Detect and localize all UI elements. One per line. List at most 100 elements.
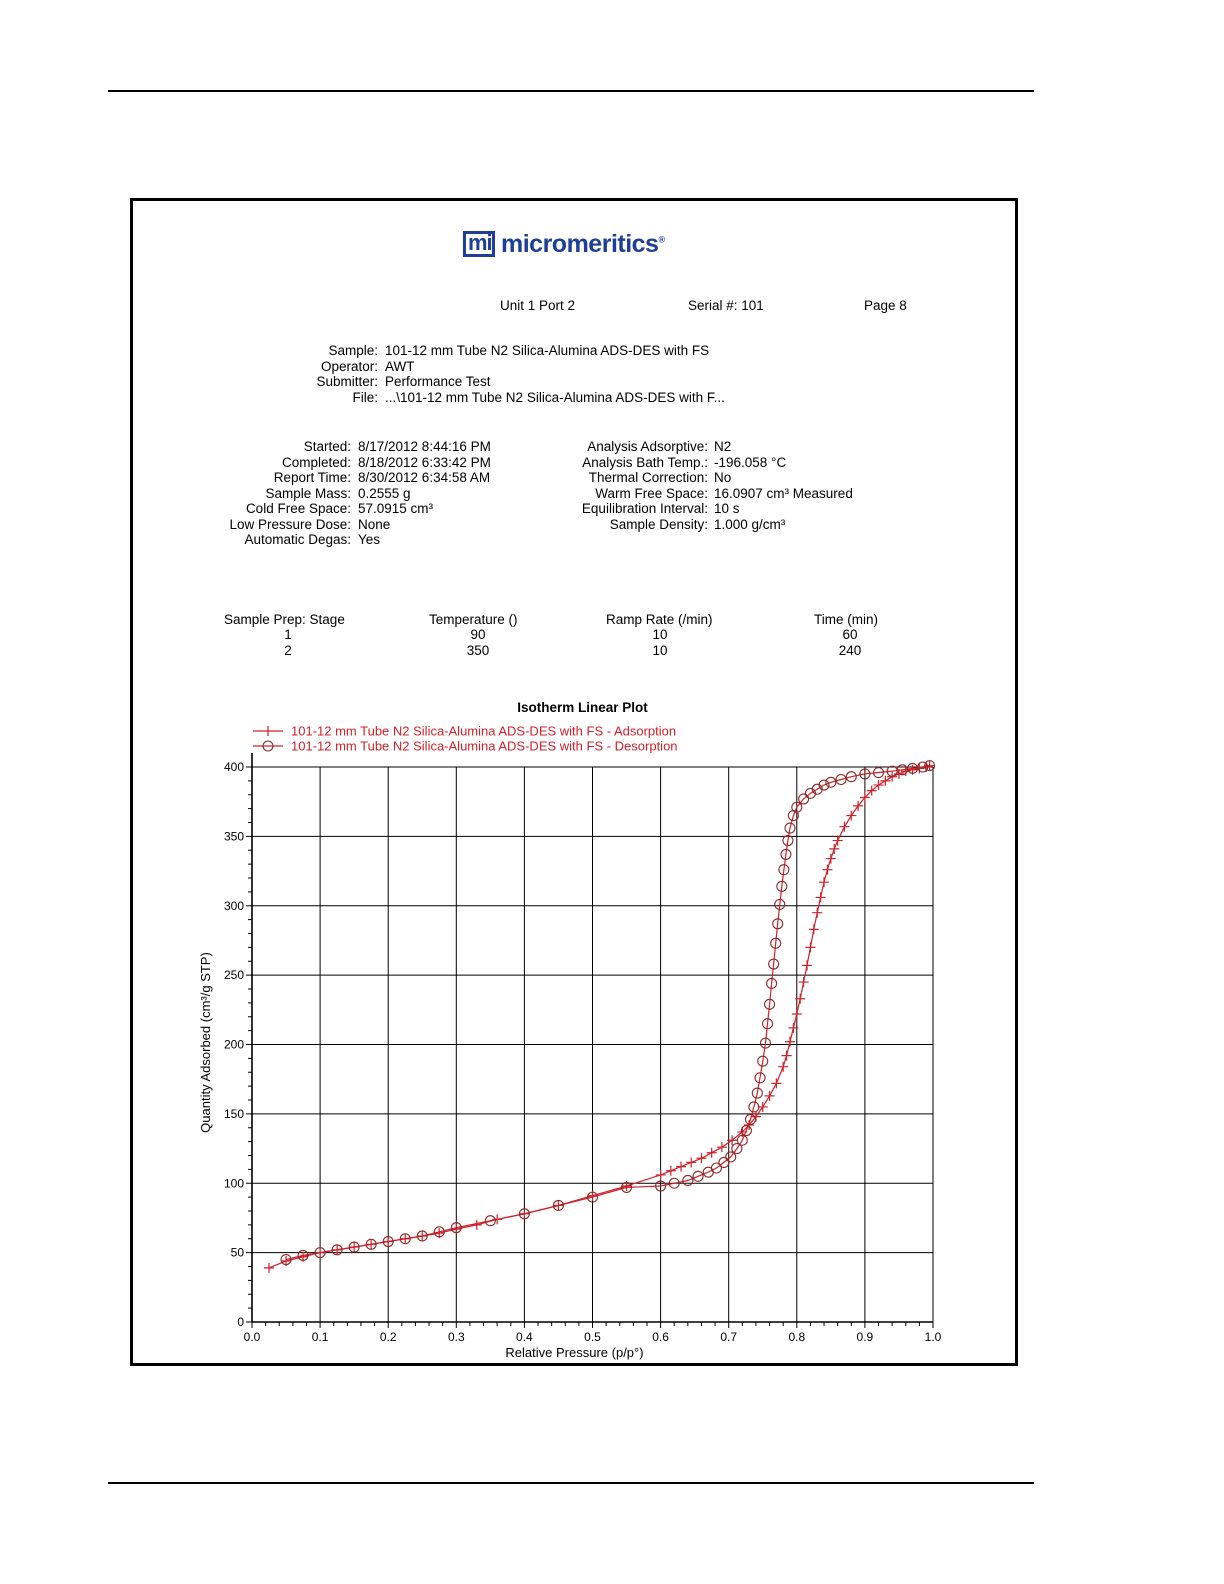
y-tick-label: 200 [224,1038,244,1052]
sample-mass-label: Sample Mass: [265,485,351,501]
desorption-point [784,822,796,834]
desorption-point [280,1254,292,1266]
prep-col-time: 60 240 [830,627,870,658]
y-tick-label: 350 [224,829,244,843]
sample-density-label: Sample Density: [609,516,708,532]
legend-circle-marker [262,740,274,752]
y-tick-label: 50 [231,1246,245,1260]
prep-cell: 10 [652,642,668,658]
cold-free-space-value: 57.0915 cm³ [358,501,434,516]
adsorption-point [873,780,884,791]
report-frame: mi micromeritics® Unit 1 Port 2 Serial #… [130,198,1018,1366]
submitter-label: Submitter: [316,374,378,389]
desorption-point [778,864,790,876]
automatic-degas-value: Yes [358,532,381,547]
prep-cell: 350 [466,642,490,658]
prep-header-temperature: Temperature () [429,612,518,627]
equilibration-interval-label: Equilibration Interval: [581,501,708,516]
desorption-point [416,1230,428,1242]
header-rule [108,90,1034,92]
y-tick-label: 150 [224,1107,244,1121]
desorption-point [787,810,799,822]
sample-info-values: 101-12 mm Tube N2 Silica-Alumina ADS-DES… [385,343,725,405]
x-tick-label: 1.0 [925,1330,942,1344]
desorption-point [835,773,847,786]
adsorption-point [788,1022,799,1033]
run-info-left-values: 8/17/2012 8:44:16 PM 8/18/2012 6:33:42 P… [358,439,491,548]
analysis-bath-temp-label: Analysis Bath Temp.: [582,454,708,470]
adsorption-point [880,775,891,786]
y-tick-label: 250 [224,968,244,982]
desorption-point [382,1235,394,1248]
started-value: 8/17/2012 8:44:16 PM [358,439,491,454]
desorption-point [748,1101,760,1113]
adsorption-point [808,924,819,935]
x-tick-label: 0.4 [516,1330,533,1344]
file-value: ...\101-12 mm Tube N2 Silica-Alumina ADS… [385,389,725,405]
run-info-right-labels: Analysis Adsorptive: Analysis Bath Temp.… [538,439,708,532]
analysis-adsorptive-value: N2 [714,439,732,454]
adsorption-point [832,835,843,846]
adsorption-point [815,892,826,903]
adsorption-point [805,942,816,953]
micromeritics-logo: mi micromeritics® [463,229,665,259]
analysis-bath-temp-value: -196.058 °C [714,454,787,470]
desorption-point [754,1072,766,1084]
desorption-point [702,1166,714,1178]
prep-cell: 90 [470,627,486,642]
desorption-point [518,1208,530,1220]
prep-cell: 60 [842,627,858,642]
thermal-correction-label: Thermal Correction: [588,470,708,485]
adsorption-point [829,843,840,854]
desorption-point [399,1233,411,1245]
chart-title: Isotherm Linear Plot [517,700,648,715]
desorption-point [859,768,871,780]
prep-col-ramp-rate: 10 10 [640,627,680,658]
desorption-point [751,1087,763,1099]
run-info-left-labels: Started: Completed: Report Time: Sample … [193,439,351,548]
automatic-degas-label: Automatic Degas: [244,532,351,547]
file-label: File: [352,389,378,405]
operator-value: AWT [385,358,415,374]
desorption-point [774,898,786,910]
x-tick-label: 0.5 [584,1330,601,1344]
desorption-point [736,1134,748,1146]
desorption-point [798,793,810,805]
adsorption-point [900,766,911,777]
logo-mark-icon: mi [463,230,495,257]
legend-entry: 101-12 mm Tube N2 Silica-Alumina ADS-DES… [291,739,678,754]
x-tick-label: 0.1 [312,1330,329,1344]
desorption-point [744,1113,757,1125]
operator-label: Operator: [320,358,378,374]
adsorption-point [471,1219,482,1230]
low-pressure-dose-value: None [358,516,391,532]
prep-cell: 2 [284,642,292,658]
x-axis-label: Relative Pressure (p/p°) [505,1345,643,1360]
desorption-point [764,998,776,1010]
completed-value: 8/18/2012 6:33:42 PM [358,454,491,470]
logo-text: micromeritics® [501,229,665,258]
adsorption-point [795,993,806,1004]
x-tick-label: 0.2 [380,1330,397,1344]
adsorption-point [696,1153,707,1164]
adsorption-point [764,1090,775,1101]
adsorption-series-line [268,765,930,1269]
adsorption-point [665,1165,676,1176]
adsorption-point [859,792,870,803]
unit-port-label: Unit 1 Port 2 [500,298,576,313]
x-tick-label: 0.8 [788,1330,805,1344]
sample-density-value: 1.000 g/cm³ [714,516,786,532]
adsorption-point [706,1147,717,1158]
desorption-point [761,1018,774,1030]
y-tick-label: 0 [237,1315,244,1329]
x-tick-label: 0.3 [448,1330,465,1344]
desorption-point [776,880,788,892]
desorption-point [780,848,792,860]
sample-info-labels: Sample: Operator: Submitter: File: [253,343,378,405]
desorption-point [348,1241,360,1253]
footer-rule [108,1482,1034,1484]
adsorption-point [727,1135,738,1146]
prep-cell: 240 [838,642,862,658]
low-pressure-dose-label: Low Pressure Dose: [229,516,351,532]
desorption-point [772,918,784,930]
